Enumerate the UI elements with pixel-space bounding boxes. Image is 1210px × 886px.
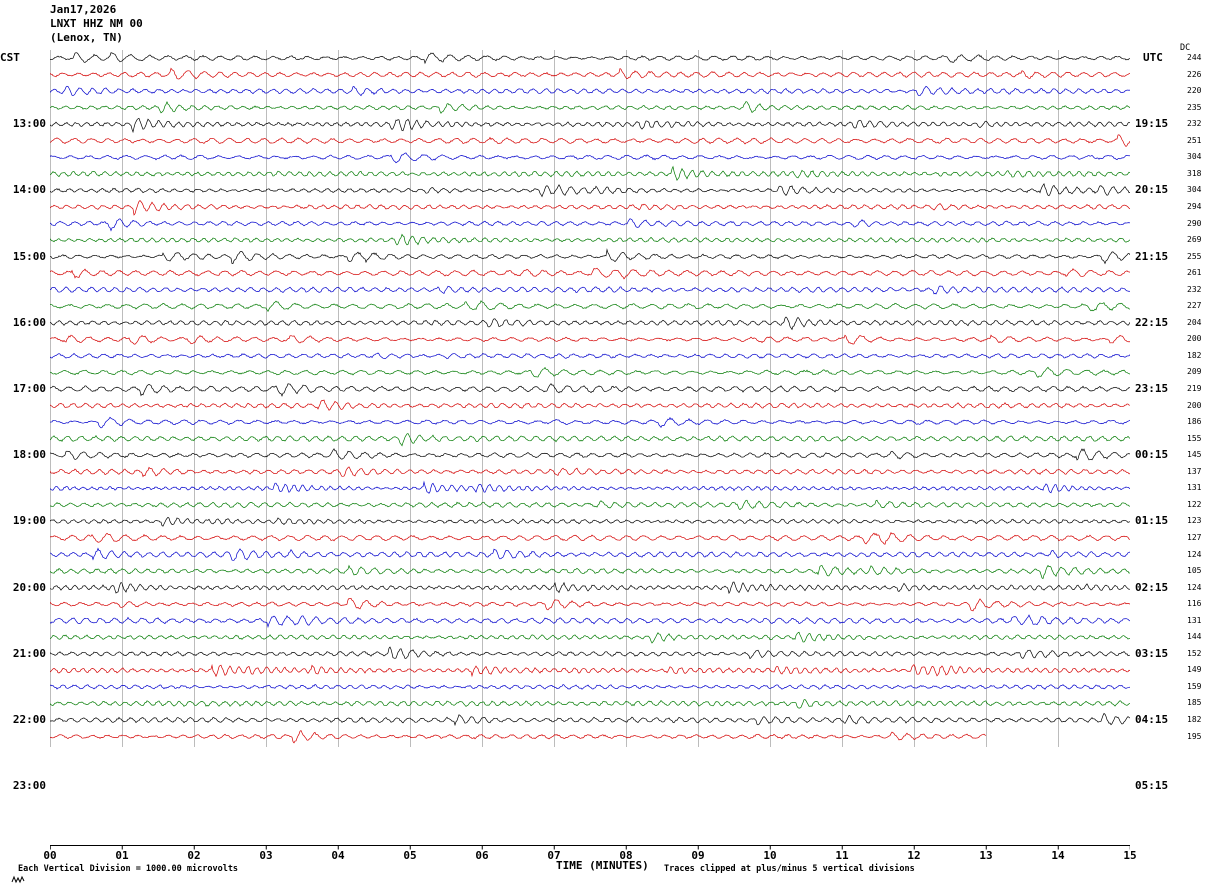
- dc-value-label: 155: [1187, 433, 1202, 443]
- left-time-label: 13:00: [12, 117, 46, 131]
- dc-value-label: 137: [1187, 466, 1202, 476]
- dc-value-label: 152: [1187, 648, 1202, 658]
- dc-value-label: 209: [1187, 367, 1202, 377]
- left-time-label: 23:00: [12, 779, 46, 793]
- right-time-label: 22:15: [1135, 315, 1169, 329]
- left-time-label: 19:00: [12, 514, 46, 528]
- dc-value-label: 131: [1187, 483, 1202, 493]
- clip-note: Traces clipped at plus/minus 5 vertical …: [664, 864, 915, 874]
- x-tick-label: 00: [43, 849, 57, 862]
- x-tick-label: 04: [331, 849, 345, 862]
- x-tick-label: 14: [1051, 849, 1065, 862]
- left-time-label: 16:00: [12, 315, 46, 329]
- cst-axis-label: CST: [0, 51, 20, 64]
- dc-value-label: 219: [1187, 384, 1202, 393]
- dc-value-label: 200: [1187, 334, 1202, 344]
- dc-value-label: 122: [1187, 499, 1202, 509]
- right-time-label: 00:15: [1135, 448, 1169, 462]
- x-tick-label: 01: [115, 849, 129, 862]
- dc-value-label: 269: [1187, 235, 1202, 245]
- left-time-label: 17:00: [12, 382, 46, 395]
- right-time-label: 21:15: [1135, 249, 1169, 263]
- dc-value-label: 290: [1187, 218, 1202, 228]
- dc-value-label: 124: [1187, 549, 1202, 559]
- left-time-label: 20:00: [12, 580, 46, 594]
- dc-value-label: 220: [1187, 86, 1202, 96]
- right-time-label: 02:15: [1135, 580, 1169, 594]
- logo-squiggle-icon: [11, 875, 25, 884]
- dc-value-label: 232: [1187, 119, 1202, 129]
- dc-value-label: 244: [1187, 53, 1202, 62]
- dc-value-label: 105: [1187, 566, 1202, 576]
- dc-value-label: 131: [1187, 615, 1202, 625]
- dc-value-label: 144: [1187, 632, 1202, 642]
- dc-axis-label: DC: [1180, 43, 1191, 53]
- dc-value-label: 235: [1187, 102, 1202, 112]
- right-time-label: 04:15: [1135, 713, 1169, 726]
- right-time-label: 05:15: [1135, 779, 1169, 793]
- dc-value-label: 226: [1187, 69, 1202, 79]
- dc-value-label: 127: [1187, 532, 1202, 542]
- x-tick-label: 06: [475, 849, 489, 862]
- dc-value-label: 304: [1187, 152, 1202, 162]
- location-label: (Lenox, TN): [50, 31, 123, 44]
- vertical-division-note: Each Vertical Division = 1000.00 microvo…: [18, 864, 239, 874]
- dc-value-label: 185: [1187, 698, 1202, 708]
- right-time-label: 19:15: [1135, 117, 1169, 131]
- date-label: Jan17,2026: [50, 3, 117, 16]
- x-axis-title: TIME (MINUTES): [556, 859, 649, 872]
- dc-value-label: 255: [1187, 251, 1202, 261]
- dc-value-label: 195: [1187, 731, 1202, 741]
- dc-value-label: 186: [1187, 417, 1202, 427]
- x-tick-label: 07: [547, 849, 561, 862]
- dc-value-label: 318: [1187, 168, 1202, 178]
- dc-value-label: 232: [1187, 284, 1202, 294]
- dc-value-label: 159: [1187, 681, 1202, 691]
- dc-value-label: 251: [1187, 135, 1202, 145]
- left-time-label: 14:00: [12, 183, 46, 197]
- left-time-label: 15:00: [12, 249, 46, 263]
- dc-value-label: 182: [1187, 350, 1202, 360]
- dc-value-label: 204: [1187, 317, 1202, 327]
- utc-axis-label: UTC: [1143, 51, 1163, 64]
- dc-value-label: 227: [1187, 301, 1202, 311]
- dc-value-label: 261: [1187, 268, 1202, 278]
- x-tick-label: 03: [259, 849, 273, 862]
- x-tick-label: 12: [907, 849, 921, 862]
- seismogram-plot: [50, 50, 1130, 850]
- dc-value-label: 182: [1187, 715, 1202, 724]
- station-label: LNXT HHZ NM 00: [50, 17, 143, 30]
- dc-value-label: 149: [1187, 665, 1202, 675]
- dc-value-label: 304: [1187, 185, 1202, 195]
- right-time-label: 01:15: [1135, 514, 1169, 528]
- x-tick-label: 10: [763, 849, 777, 862]
- x-tick-label: 13: [979, 849, 993, 862]
- left-time-label: 18:00: [12, 448, 46, 462]
- x-tick-label: 05: [403, 849, 417, 862]
- left-time-label: 22:00: [12, 713, 46, 726]
- dc-value-label: 116: [1187, 599, 1202, 609]
- dc-value-label: 124: [1187, 582, 1202, 592]
- right-time-label: 23:15: [1135, 382, 1169, 395]
- dc-value-label: 200: [1187, 400, 1202, 410]
- dc-value-label: 145: [1187, 450, 1202, 460]
- x-tick-label: 09: [691, 849, 705, 862]
- x-tick-label: 11: [835, 849, 849, 862]
- x-tick-label: 15: [1123, 849, 1137, 862]
- dc-value-label: 123: [1187, 516, 1202, 526]
- left-time-label: 21:00: [12, 646, 46, 660]
- dc-value-label: 294: [1187, 201, 1202, 211]
- right-time-label: 20:15: [1135, 183, 1169, 197]
- x-tick-label: 02: [187, 849, 201, 862]
- x-tick-label: 08: [619, 849, 633, 862]
- right-time-label: 03:15: [1135, 646, 1169, 660]
